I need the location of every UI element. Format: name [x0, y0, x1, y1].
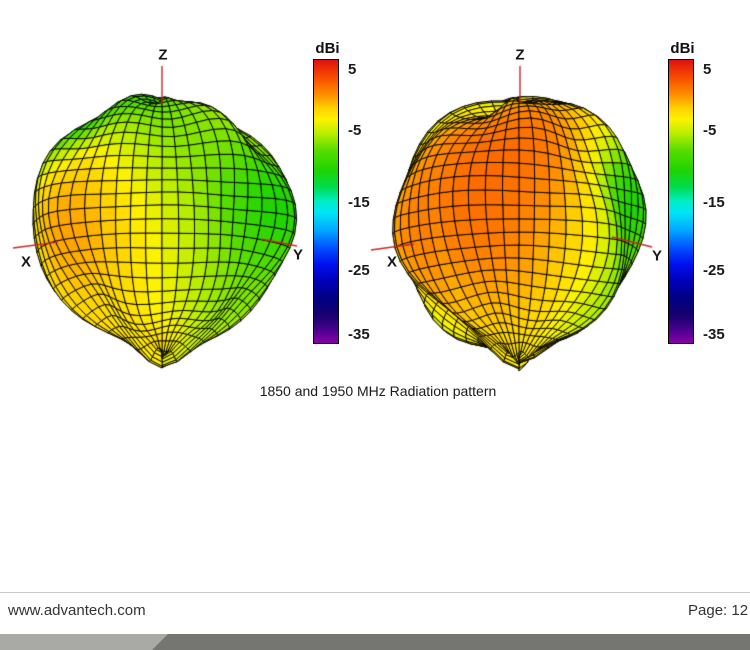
axis-label-x: X	[20, 253, 32, 271]
colorbar-tick-labels: 5 -5 -15 -25 -35	[703, 59, 748, 344]
footer-bar-dark	[0, 634, 750, 650]
colorbar-tick-label: -25	[703, 262, 725, 279]
axis-label-x: X	[386, 253, 398, 271]
axis-label-z: Z	[515, 46, 525, 64]
colorbar-title: dBi	[315, 40, 340, 57]
colorbar-tick-label: 5	[703, 61, 712, 78]
colorbar-tick-label: -15	[703, 194, 725, 211]
radiation-pattern-canvas	[0, 0, 750, 380]
colorbar-gradient	[313, 59, 339, 344]
axis-label-z: Z	[158, 46, 168, 64]
colorbar-tick-label: -35	[703, 326, 725, 343]
colorbar: dBi 5 -5 -15 -25 -35	[313, 40, 393, 344]
colorbar-gradient	[668, 59, 694, 344]
colorbar-tick-label: 5	[348, 61, 357, 78]
colorbar-tick-label: -5	[703, 122, 717, 139]
colorbar-title: dBi	[670, 40, 695, 57]
footer-website: www.advantech.com	[8, 602, 146, 619]
footer-divider	[0, 592, 750, 593]
colorbar: dBi 5 -5 -15 -25 -35	[668, 40, 748, 344]
colorbar-tick-labels: 5 -5 -15 -25 -35	[348, 59, 393, 344]
axis-label-y: Y	[651, 247, 663, 265]
colorbar-tick-label: -15	[348, 194, 370, 211]
figure-caption: 1850 and 1950 MHz Radiation pattern	[259, 383, 497, 399]
axis-label-y: Y	[292, 246, 304, 264]
footer-page-number: Page: 12	[688, 602, 749, 619]
colorbar-tick-label: -35	[348, 326, 370, 343]
footer-bar-light	[0, 634, 168, 650]
colorbar-tick-label: -25	[348, 262, 370, 279]
colorbar-tick-label: -5	[348, 122, 362, 139]
